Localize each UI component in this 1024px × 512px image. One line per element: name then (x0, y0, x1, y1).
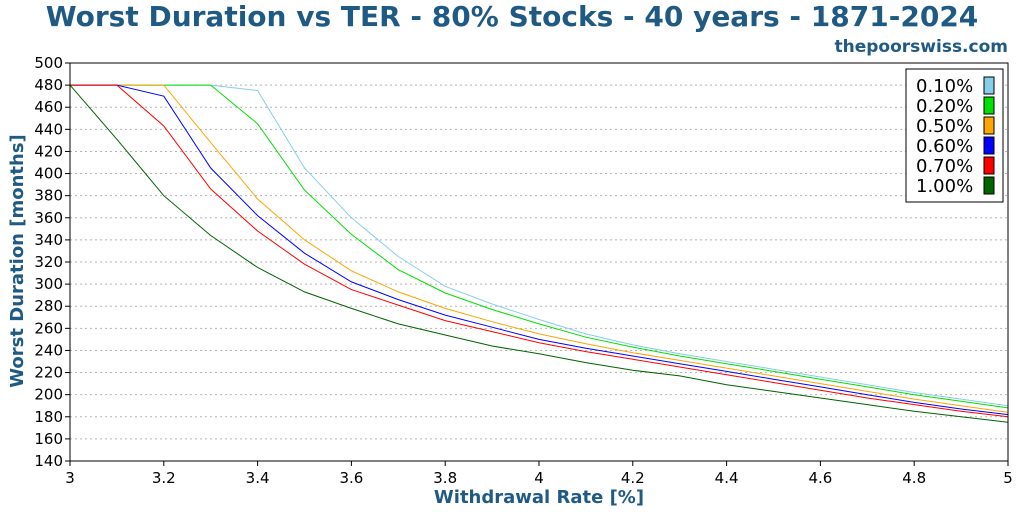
y-tick-label: 320 (34, 253, 63, 271)
y-tick-label: 460 (34, 98, 63, 116)
legend-label: 0.20% (916, 96, 973, 117)
series-line-6 (69, 84, 1009, 423)
legend-swatch (983, 116, 995, 135)
legend-label: 0.70% (916, 156, 973, 177)
y-tick-label: 340 (34, 231, 63, 249)
chart-title: Worst Duration vs TER - 80% Stocks - 40 … (46, 0, 979, 33)
series-line-2 (70, 84, 1009, 409)
legend-label: 0.10% (916, 76, 973, 97)
legend-swatch (983, 156, 995, 175)
series-lines (69, 84, 1009, 423)
x-tick-label: 3.2 (152, 469, 176, 487)
y-tick-label: 420 (34, 142, 63, 160)
legend-swatch (983, 76, 995, 95)
x-tick-label: 3 (65, 469, 75, 487)
series-line-4 (70, 84, 1009, 416)
y-tick-label: 440 (34, 120, 63, 138)
x-tick-label: 3.6 (339, 469, 363, 487)
x-axis-ticks: 3 3.2 3.4 3.6 3.8 4 4.2 4.4 4.6 4.8 5 (65, 461, 1013, 487)
legend-swatch (983, 96, 995, 115)
x-tick-label: 4.2 (621, 469, 645, 487)
x-axis-title: Withdrawal Rate [%] (434, 487, 644, 508)
x-tick-label: 3.4 (246, 469, 270, 487)
y-tick-label: 480 (34, 76, 63, 94)
y-tick-label: 300 (34, 275, 63, 293)
grid-lines (70, 84, 1008, 440)
y-tick-label: 400 (34, 165, 63, 183)
legend-label: 1.00% (916, 176, 973, 197)
y-axis-ticks: 140 160 180 200 220 240 260 280 300 320 340 360 380 4… (34, 54, 70, 470)
x-tick-label: 5 (1003, 469, 1013, 487)
x-tick-label: 4.8 (902, 469, 926, 487)
y-tick-label: 160 (34, 430, 63, 448)
legend-swatch (983, 176, 995, 195)
y-tick-label: 500 (34, 54, 63, 72)
legend-label: 0.50% (916, 116, 973, 137)
y-tick-label: 180 (34, 408, 63, 426)
x-tick-label: 3.8 (433, 469, 457, 487)
legend-swatch (983, 136, 995, 155)
y-tick-label: 280 (34, 297, 63, 315)
y-tick-label: 200 (34, 386, 63, 404)
series-line-3 (70, 84, 1009, 413)
y-axis-title: Worst Duration [months] (7, 134, 28, 388)
series-line-1 (70, 84, 1009, 407)
series-line-5 (70, 84, 1009, 418)
y-tick-label: 140 (34, 452, 63, 470)
x-tick-label: 4.6 (808, 469, 832, 487)
y-tick-label: 380 (34, 187, 63, 205)
site-credit: thepoorswiss.com (835, 37, 1009, 57)
y-tick-label: 360 (34, 209, 63, 227)
y-tick-label: 220 (34, 364, 63, 382)
y-tick-label: 240 (34, 341, 63, 359)
legend-label: 0.60% (916, 136, 973, 157)
x-tick-label: 4.4 (715, 469, 739, 487)
legend: 0.10%0.20%0.50%0.60%0.70%1.00% (905, 68, 1004, 203)
y-tick-label: 260 (34, 319, 63, 337)
x-tick-label: 4 (534, 469, 544, 487)
